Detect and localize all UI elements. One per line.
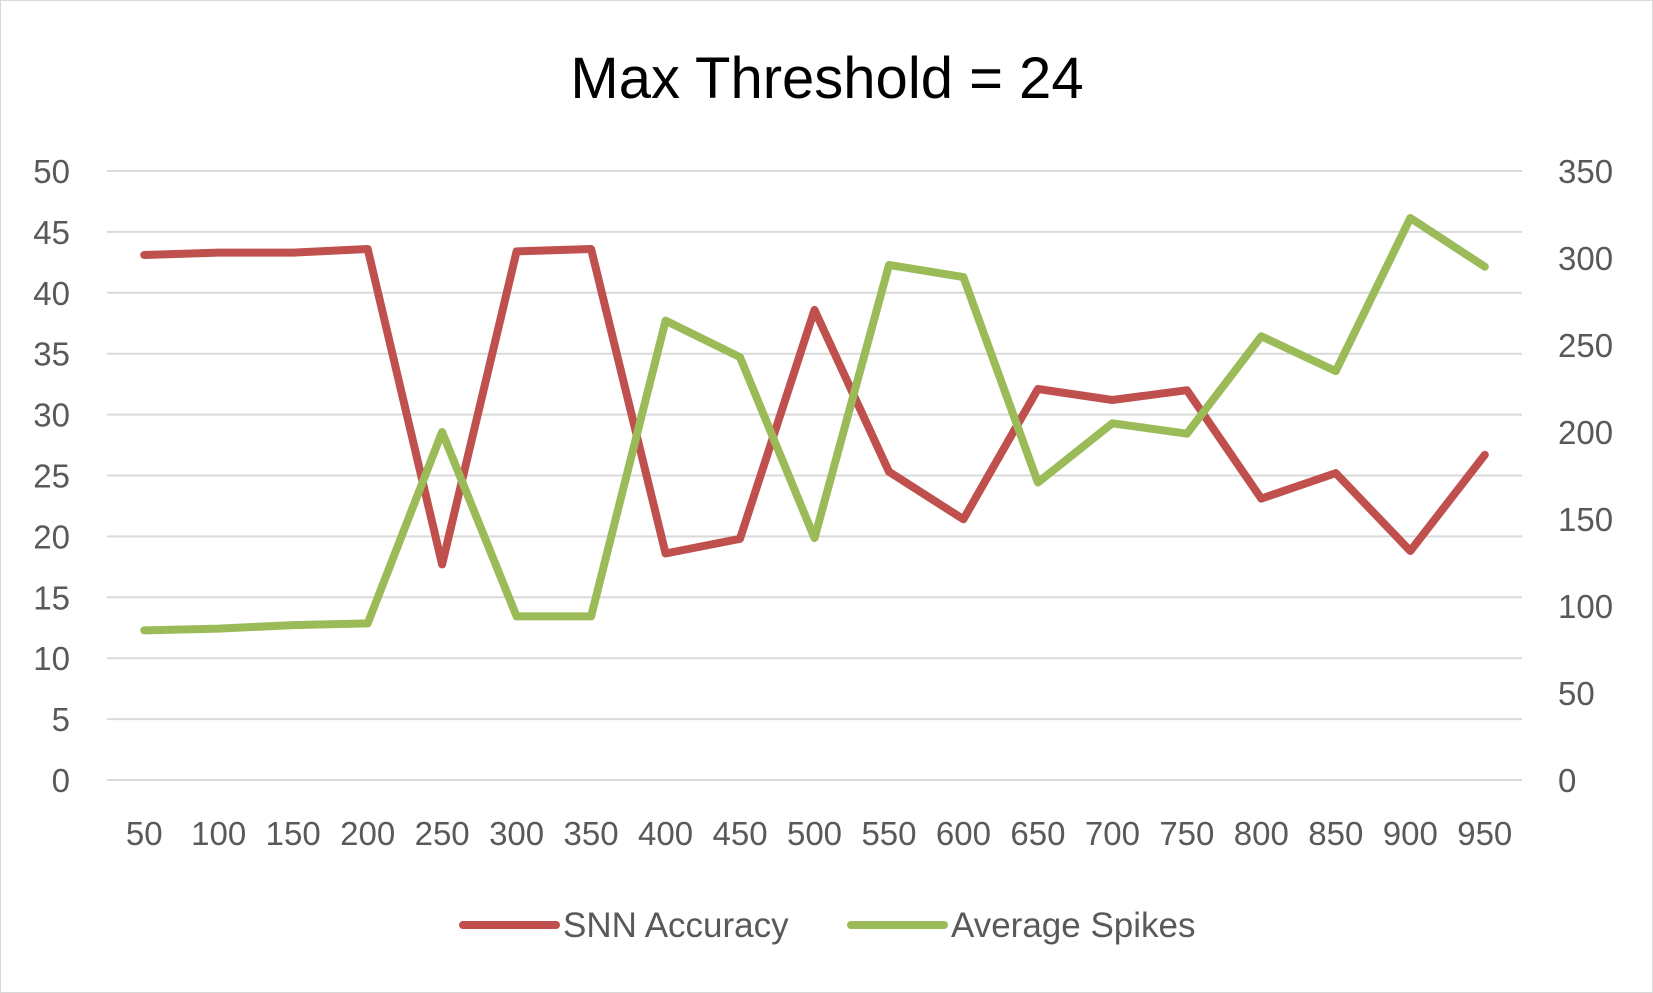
x-axis-tick-label: 450 [712,815,767,852]
right-axis-tick-label: 150 [1558,501,1613,538]
series-line-snn-accuracy [140,245,1489,569]
x-axis-tick-label: 150 [266,815,321,852]
x-axis-tick-label: 850 [1308,815,1363,852]
x-axis-tick-labels: 50 100 150 200 250 300 350 400 450 500 550 600 650 70… [126,815,1512,852]
right-axis-tick-label: 100 [1558,588,1613,625]
right-axis-tick-label: 0 [1558,762,1576,799]
right-axis-tick-label: 250 [1558,327,1613,364]
chart-title: Max Threshold = 24 [570,46,1083,111]
series-line-average-spikes [140,214,1489,635]
x-axis-tick-label: 550 [861,815,916,852]
left-axis-tick-label: 20 [33,518,70,555]
right-axis-tick-label: 300 [1558,240,1613,277]
right-axis-tick-label: 350 [1558,153,1613,190]
x-axis-tick-label: 800 [1234,815,1289,852]
left-axis-tick-label: 45 [33,214,70,251]
x-axis-tick-label: 600 [936,815,991,852]
left-axis-tick-label: 10 [33,640,70,677]
left-axis-tick-label: 5 [52,701,70,738]
left-axis-tick-label: 30 [33,397,70,434]
x-axis-tick-label: 50 [126,815,163,852]
x-axis-tick-label: 200 [340,815,395,852]
x-axis-tick-label: 700 [1085,815,1140,852]
legend-label: Average Spikes [951,906,1196,945]
x-axis-tick-label: 250 [415,815,470,852]
x-axis-tick-label: 100 [191,815,246,852]
x-axis-tick-label: 350 [564,815,619,852]
right-axis-tick-label: 200 [1558,414,1613,451]
gridlines [107,170,1522,781]
right-axis-tick-labels: 0 50 100 150 200 250 300 350 [1558,153,1613,799]
right-axis-tick-label: 50 [1558,675,1595,712]
legend: SNN Accuracy Average Spikes [459,906,1196,945]
left-axis-tick-label: 35 [33,336,70,373]
legend-label: SNN Accuracy [563,906,789,945]
x-axis-tick-label: 300 [489,815,544,852]
left-axis-tick-labels: 0 5 10 15 20 25 30 35 40 45 50 [33,153,70,799]
left-axis-tick-label: 50 [33,153,70,190]
series-lines [140,214,1489,635]
x-axis-tick-label: 650 [1010,815,1065,852]
left-axis-tick-label: 40 [33,275,70,312]
left-axis-tick-label: 25 [33,458,70,495]
x-axis-tick-label: 750 [1159,815,1214,852]
left-axis-tick-label: 15 [33,579,70,616]
x-axis-tick-label: 400 [638,815,693,852]
x-axis-tick-label: 900 [1383,815,1438,852]
x-axis-tick-label: 500 [787,815,842,852]
left-axis-tick-label: 0 [52,762,70,799]
x-axis-tick-label: 950 [1457,815,1512,852]
